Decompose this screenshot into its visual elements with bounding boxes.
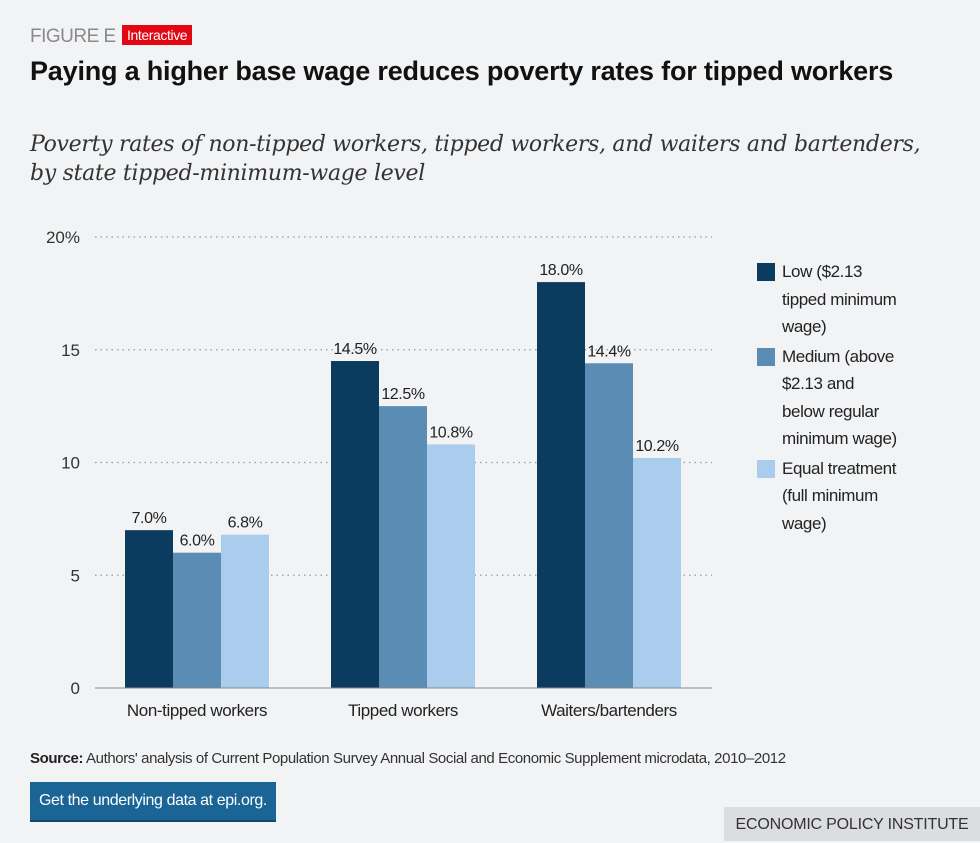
chart-subtitle: Poverty rates of non-tipped workers, tip… xyxy=(30,132,921,186)
legend-label: Equal treatment (full minimum wage) xyxy=(782,458,897,533)
data-label: 10.2% xyxy=(635,438,679,455)
bar xyxy=(173,552,221,688)
data-label: 18.0% xyxy=(539,262,583,279)
x-tick-label: Waiters/bartenders xyxy=(541,701,677,720)
interactive-badge: Interactive xyxy=(122,25,193,45)
bar xyxy=(427,444,475,688)
legend-item-medium[interactable]: Medium (above $2.13 and below regular mi… xyxy=(757,343,897,453)
data-label: 7.0% xyxy=(132,510,167,527)
figure-label: FIGURE E xyxy=(30,26,116,47)
data-label: 10.8% xyxy=(429,424,473,441)
legend-item-low[interactable]: Low ($2.13 tipped minimum wage) xyxy=(757,258,897,341)
y-tick-label: 0 xyxy=(71,679,80,698)
epi-logo: ECONOMIC POLICY INSTITUTE xyxy=(724,807,980,841)
y-tick-label: 10 xyxy=(61,454,80,473)
bar xyxy=(537,282,585,688)
bar xyxy=(125,530,173,688)
data-label: 6.0% xyxy=(180,533,215,550)
legend-label: Medium (above $2.13 and below regular mi… xyxy=(782,346,897,449)
y-tick-label: 20% xyxy=(46,228,80,247)
bar xyxy=(331,361,379,688)
source-note: Source: Authors' analysis of Current Pop… xyxy=(30,750,786,767)
data-label: 14.4% xyxy=(587,343,631,360)
bar xyxy=(633,457,681,688)
bar xyxy=(379,406,427,688)
x-tick-label: Non-tipped workers xyxy=(127,701,267,720)
x-tick-label: Tipped workers xyxy=(348,701,458,720)
bar xyxy=(585,363,633,688)
data-label: 14.5% xyxy=(333,341,377,358)
legend-label: Low ($2.13 tipped minimum wage) xyxy=(782,262,897,336)
bar xyxy=(221,534,269,688)
legend-swatch xyxy=(757,263,775,281)
y-tick-label: 15 xyxy=(61,341,80,360)
get-data-button[interactable]: Get the underlying data at epi.org. xyxy=(30,782,276,822)
source-label: Source: xyxy=(30,750,84,767)
data-label: 6.8% xyxy=(228,515,263,532)
chart-title: Paying a higher base wage reduces povert… xyxy=(30,56,894,86)
legend: Low ($2.13 tipped minimum wage) Medium (… xyxy=(757,258,897,539)
source-text: Authors' analysis of Current Population … xyxy=(86,750,786,767)
data-label: 12.5% xyxy=(381,386,425,403)
legend-swatch xyxy=(757,459,775,478)
legend-swatch xyxy=(757,347,775,366)
legend-item-equal[interactable]: Equal treatment (full minimum wage) xyxy=(757,455,897,538)
y-tick-label: 5 xyxy=(71,566,80,585)
